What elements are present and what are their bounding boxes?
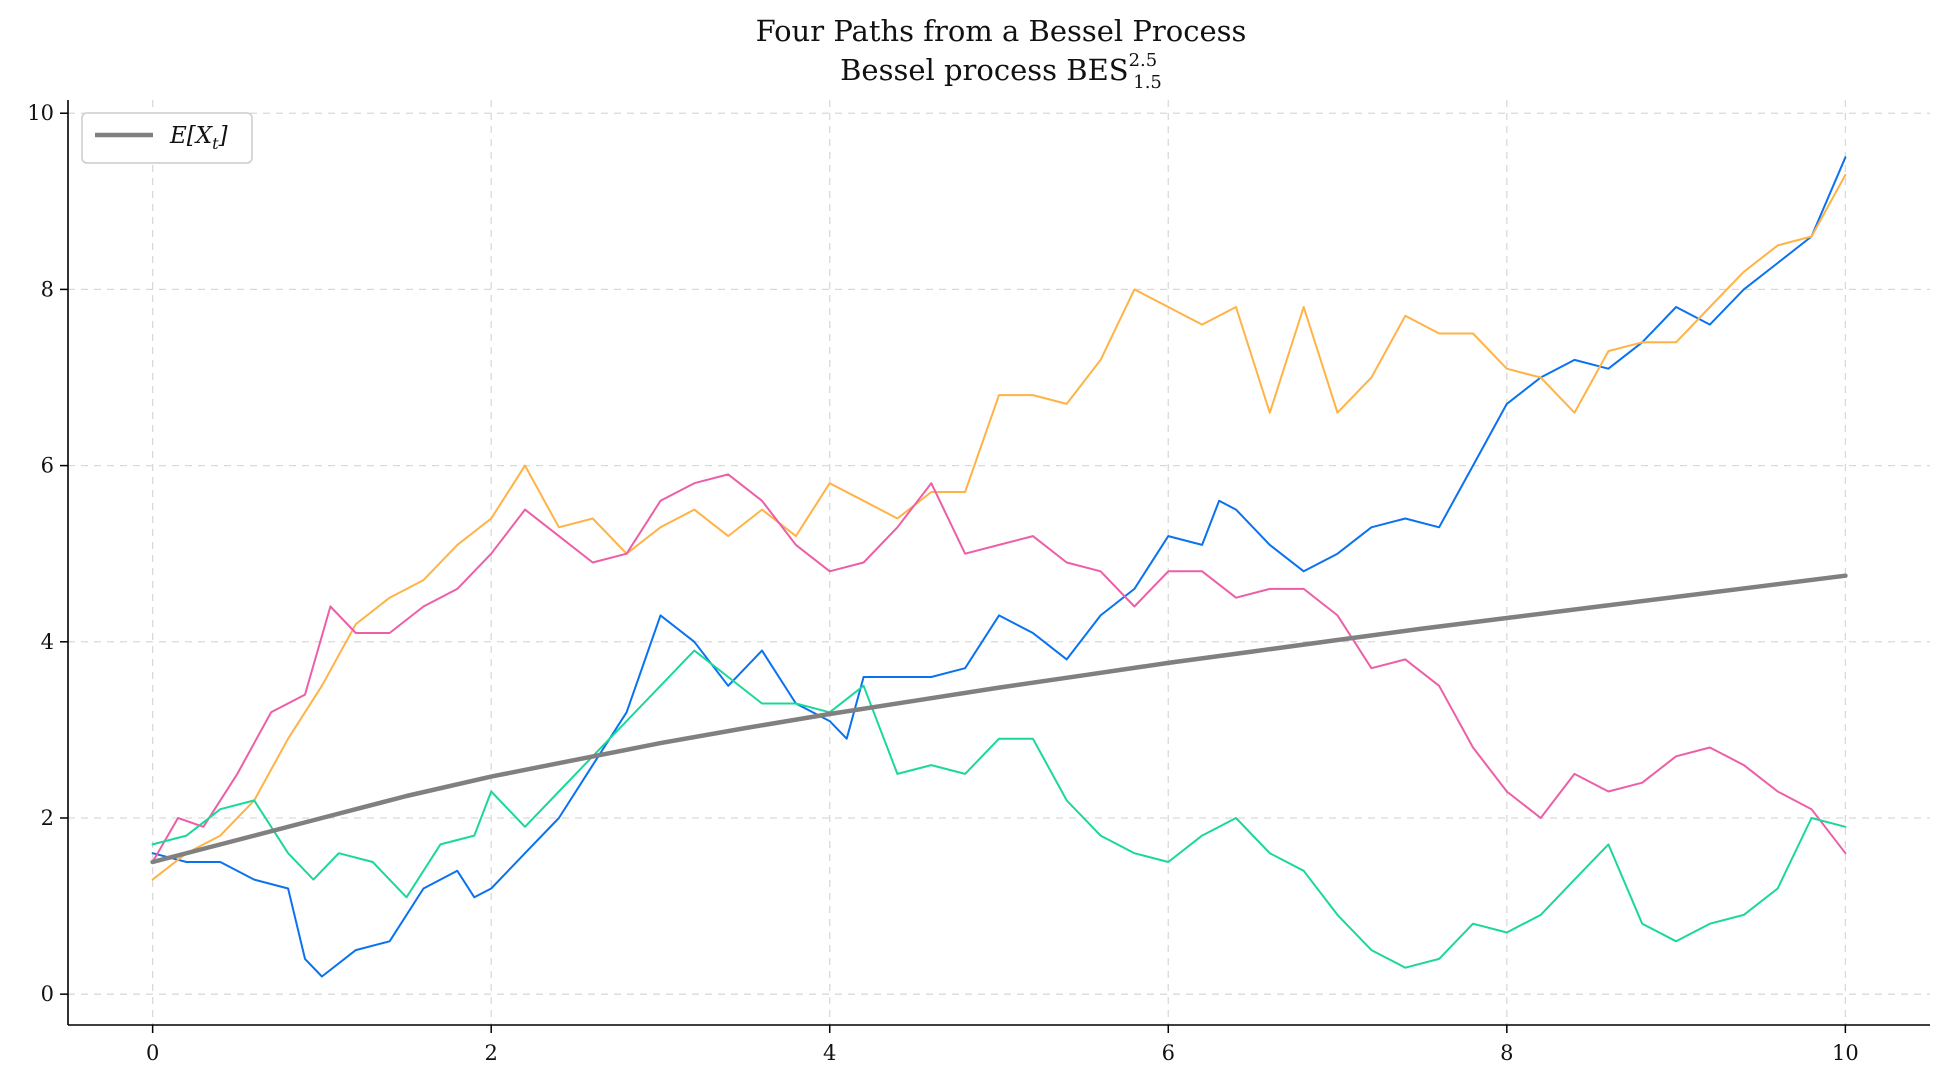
x-tick-label: 2 bbox=[484, 1041, 497, 1065]
legend-box bbox=[81, 112, 253, 164]
legend-label-sub: t bbox=[212, 134, 219, 153]
y-tick-label: 8 bbox=[41, 277, 54, 301]
x-tick-label: 8 bbox=[1500, 1041, 1513, 1065]
chart-title: Four Paths from a Bessel Process bbox=[756, 14, 1247, 48]
series-line-orange bbox=[151, 173, 1847, 881]
x-tick-label: 10 bbox=[1832, 1041, 1859, 1065]
y-tick-label: 0 bbox=[41, 982, 54, 1006]
legend-label-expected: E[Xt] bbox=[169, 123, 228, 153]
y-tick-label: 10 bbox=[27, 101, 54, 125]
x-tick-label: 0 bbox=[146, 1041, 159, 1065]
y-tick-label: 6 bbox=[41, 454, 54, 478]
x-tick-label: 6 bbox=[1162, 1041, 1175, 1065]
legend-label-end: ] bbox=[218, 123, 228, 149]
legend: E[Xt] bbox=[81, 112, 253, 164]
grid bbox=[68, 100, 1930, 1025]
axes: 0 2 4 6 8 10 0 2 4 6 8 10 bbox=[27, 100, 1930, 1065]
chart-title-group: Four Paths from a Bessel Process Bessel … bbox=[756, 14, 1247, 93]
y-tick-label: 2 bbox=[41, 806, 54, 830]
chart-subtitle-sup: 2.5 bbox=[1129, 50, 1158, 71]
series-line-green bbox=[151, 649, 1847, 969]
series-line-expected bbox=[150, 573, 1848, 865]
series bbox=[150, 156, 1848, 978]
series-line-blue bbox=[151, 156, 1847, 978]
y-tick-label: 4 bbox=[41, 630, 54, 654]
legend-label-main: E[X bbox=[169, 123, 214, 149]
x-tick-label: 4 bbox=[823, 1041, 836, 1065]
series-line-pink bbox=[151, 473, 1847, 863]
chart-subtitle-sub: 1.5 bbox=[1133, 72, 1162, 93]
chart-subtitle-text: Bessel process BES bbox=[840, 53, 1129, 87]
chart-subtitle: Bessel process BES2.5 1.5 bbox=[840, 50, 1162, 93]
